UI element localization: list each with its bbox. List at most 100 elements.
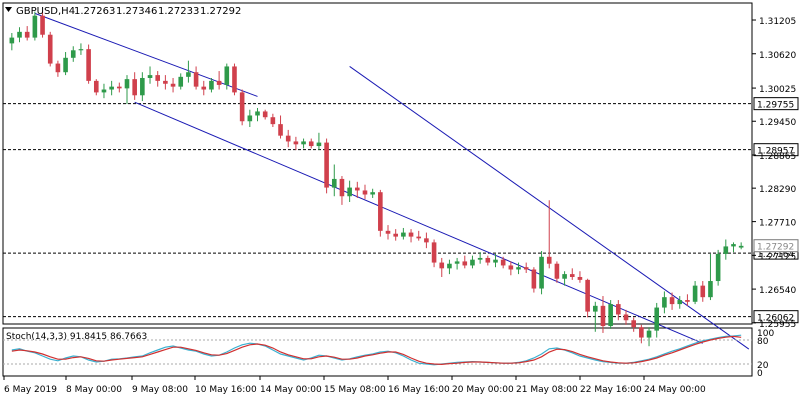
candle-body xyxy=(685,300,690,302)
candle xyxy=(662,291,667,314)
candle-body xyxy=(178,76,184,87)
candle xyxy=(631,317,636,332)
candle xyxy=(193,66,199,90)
candle xyxy=(316,132,322,151)
candle-body xyxy=(55,63,61,73)
candle-body xyxy=(63,57,68,73)
candle-body xyxy=(308,141,314,147)
trend-channel[interactable] xyxy=(34,12,750,350)
candle-body xyxy=(439,262,445,269)
time-axis: 6 May 2019 8 May 00:00 9 May 08:00 10 May 1… xyxy=(3,376,706,395)
candle xyxy=(301,138,306,149)
candle xyxy=(186,60,191,83)
candle-body xyxy=(654,307,660,331)
candle xyxy=(224,63,230,90)
candle xyxy=(155,71,161,87)
channel-line-top[interactable] xyxy=(34,12,258,97)
candle xyxy=(585,278,590,318)
channel-line-lower[interactable] xyxy=(134,101,703,344)
candle xyxy=(715,249,721,286)
candle-body xyxy=(255,111,260,116)
candle-body xyxy=(516,267,521,270)
candle-body xyxy=(247,115,253,122)
candle-body xyxy=(608,304,613,327)
candle-body xyxy=(316,142,322,147)
candle xyxy=(431,239,437,268)
candle-body xyxy=(262,111,268,118)
candle-body xyxy=(639,327,644,338)
candle-body xyxy=(9,37,15,44)
candle-body xyxy=(378,192,383,231)
candle xyxy=(692,281,698,305)
candle-body xyxy=(416,236,422,239)
candle-body xyxy=(239,92,245,122)
price-tick-label: 1.30025 xyxy=(759,85,796,95)
candle xyxy=(669,292,675,310)
candle xyxy=(55,60,61,77)
price-tick-label: 1.28290 xyxy=(759,185,796,195)
candle xyxy=(178,73,184,90)
candle xyxy=(24,26,30,41)
candle xyxy=(140,72,145,102)
candle-body xyxy=(485,257,491,263)
candle xyxy=(731,242,736,253)
candle-body xyxy=(738,245,744,248)
candle xyxy=(539,251,544,295)
candle-body xyxy=(616,304,621,315)
candle-body xyxy=(324,142,329,188)
candle xyxy=(608,300,613,329)
candle xyxy=(378,189,383,237)
symbol-timeframe: GBPUSD,H4 xyxy=(16,6,75,17)
candle-body xyxy=(677,300,683,305)
candle xyxy=(78,43,84,55)
candle xyxy=(685,294,690,306)
price-tick-label: 1.31205 xyxy=(759,17,796,27)
candle xyxy=(132,72,137,100)
candle xyxy=(562,271,567,286)
stoch-tick-label: 80 xyxy=(757,337,769,347)
candle xyxy=(285,129,291,148)
time-tick-label: 22 May 16:00 xyxy=(580,385,642,395)
candle-body xyxy=(201,86,207,90)
time-tick-label: 8 May 00:00 xyxy=(66,385,122,395)
candle-body xyxy=(224,66,230,85)
candle xyxy=(738,242,744,250)
candle-body xyxy=(546,256,552,264)
candle xyxy=(278,115,283,139)
candle xyxy=(592,301,598,332)
candle xyxy=(216,71,222,90)
current-price-label: 1.27292 xyxy=(757,243,794,253)
candle-body xyxy=(408,232,414,237)
collapse-triangle-icon[interactable] xyxy=(5,7,12,12)
time-tick-label: 21 May 08:00 xyxy=(516,385,578,395)
candle-body xyxy=(132,79,137,96)
candle-body xyxy=(163,80,168,84)
ohlc-open: 1.27263 xyxy=(74,6,115,17)
candle xyxy=(347,180,352,203)
price-tick-label: 1.27125 xyxy=(759,252,796,262)
candle xyxy=(324,138,329,194)
candle-body xyxy=(554,263,560,279)
candle xyxy=(163,75,168,90)
candle-body xyxy=(700,285,706,298)
candle-body xyxy=(708,281,713,298)
candle-body xyxy=(523,267,529,270)
candle xyxy=(546,200,552,269)
candle-body xyxy=(209,80,214,90)
candle-body xyxy=(117,86,122,89)
candle-body xyxy=(631,320,636,328)
candle-body xyxy=(155,75,161,81)
candle xyxy=(677,296,683,309)
candle-body xyxy=(109,86,114,90)
candle-body xyxy=(193,72,199,87)
candle xyxy=(201,80,207,96)
candle xyxy=(93,79,99,96)
candle xyxy=(86,44,91,84)
time-tick-label: 24 May 00:00 xyxy=(644,385,706,395)
candle xyxy=(339,176,345,205)
candle-body xyxy=(393,233,398,237)
candle-body xyxy=(124,79,130,89)
horizontal-levels[interactable]: 1.29755 1.28957 1.27164 1.26062 1.27292 xyxy=(3,97,799,324)
candle xyxy=(708,253,713,301)
